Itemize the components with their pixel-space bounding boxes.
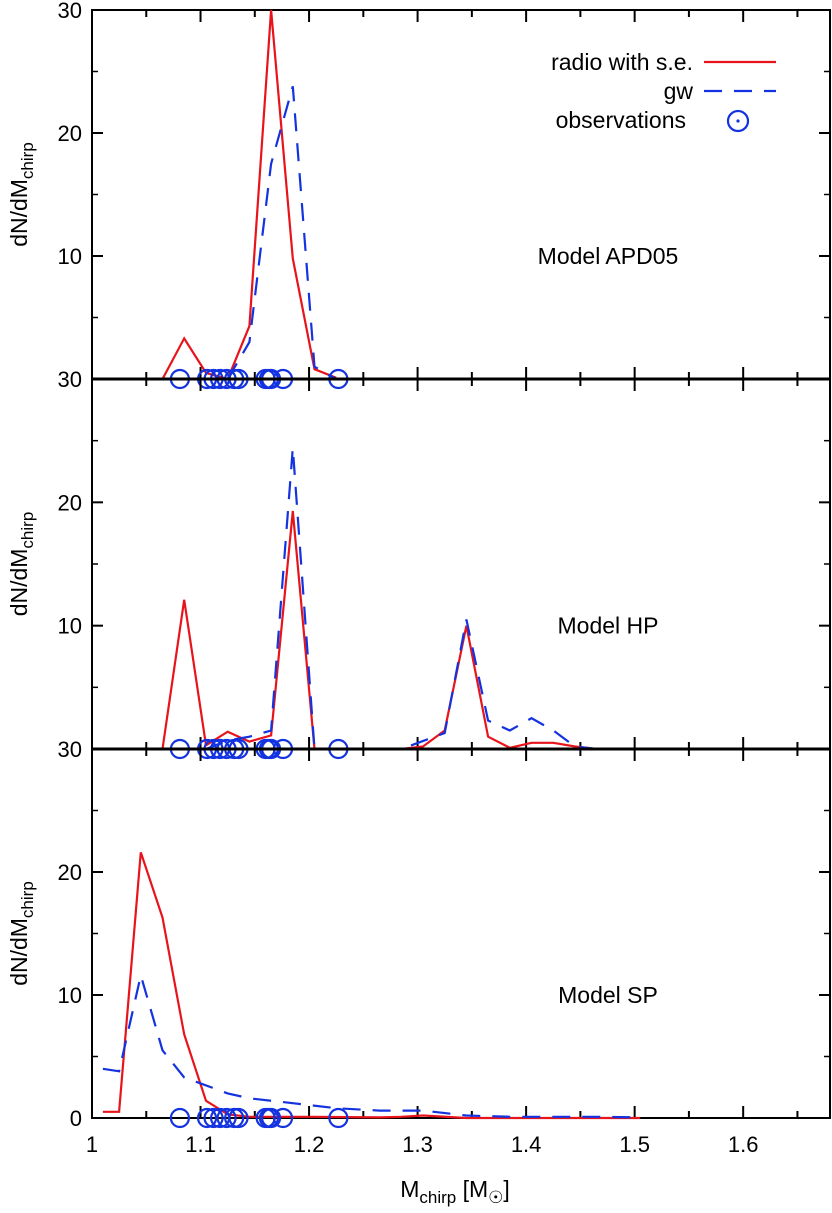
x-tick-label: 1.4 — [511, 1132, 542, 1157]
legend-label-gw: gw — [664, 78, 694, 104]
y-axis-title: dN/dMchirp — [6, 881, 37, 986]
panel-frame — [91, 378, 831, 750]
y-tick-label: 30 — [58, 737, 82, 762]
panel-frame — [91, 9, 831, 380]
legend-swatch-observations-dot — [736, 119, 740, 123]
y-tick-label: 10 — [58, 983, 82, 1008]
panel-frame — [91, 748, 831, 1119]
observation-marker — [260, 1107, 282, 1129]
model-annotation: Model HP — [558, 613, 659, 639]
x-tick-label: 1.1 — [185, 1132, 216, 1157]
observation-marker — [228, 1107, 249, 1129]
y-tick-label: 30 — [58, 0, 82, 23]
observation-marker — [216, 1107, 237, 1129]
y-tick-label: 20 — [58, 121, 82, 146]
y-axis-title: dN/dMchirp — [6, 142, 37, 247]
x-tick-label: 1 — [86, 1132, 98, 1157]
y-tick-label: 30 — [58, 367, 82, 392]
x-tick-label: 1.5 — [619, 1132, 650, 1157]
y-axis-title-main: dN/dM — [6, 179, 32, 247]
observation-marker — [328, 1107, 349, 1129]
series-gw-line — [205, 448, 597, 751]
model-annotation: Model SP — [558, 982, 658, 1008]
y-tick-label: 0 — [70, 1106, 82, 1131]
x-tick-label: 1.3 — [402, 1132, 433, 1157]
y-axis-title: dN/dMchirp — [6, 512, 37, 617]
y-axis-title-sub: chirp — [18, 881, 37, 918]
y-axis-title-main: dN/dM — [6, 549, 32, 617]
model-annotation: Model APD05 — [538, 243, 679, 269]
legend: radio with s.e. gw observations — [551, 49, 776, 133]
y-axis-title-main: dN/dM — [6, 918, 32, 986]
series-radio-line — [102, 851, 641, 1120]
x-axis-title: Mchirp [M☉] — [400, 1176, 510, 1207]
legend-label-radio: radio with s.e. — [551, 49, 693, 75]
y-axis-title-sub: chirp — [18, 512, 37, 549]
series-radio-line — [161, 510, 597, 751]
observation-marker — [203, 1107, 224, 1129]
series-gw-line — [226, 86, 337, 380]
y-tick-label: 10 — [58, 614, 82, 639]
series-gw-line — [102, 974, 641, 1119]
y-axis-title-sub: chirp — [18, 142, 37, 179]
panel-bottom: 0 10 20 dN/dMchirp Model SP — [6, 748, 831, 1131]
x-tick-label: 1.6 — [728, 1132, 759, 1157]
series-radio-line — [161, 9, 337, 381]
observation-marker — [196, 1107, 218, 1129]
y-tick-label: 20 — [58, 490, 82, 515]
y-tick-label: 20 — [58, 860, 82, 885]
y-tick-label: 10 — [58, 244, 82, 269]
observation-marker — [169, 1107, 191, 1129]
x-tick-label: 1.2 — [294, 1132, 325, 1157]
observation-marker — [272, 1107, 294, 1129]
legend-swatch-observations — [726, 109, 750, 133]
panel-top: 30 10 20 30 dN/dMchirp Model APD05 — [6, 0, 831, 392]
legend-label-observations: observations — [556, 107, 686, 133]
panel-middle: 30 10 20 dN/dMchirp Model HP — [6, 378, 831, 762]
